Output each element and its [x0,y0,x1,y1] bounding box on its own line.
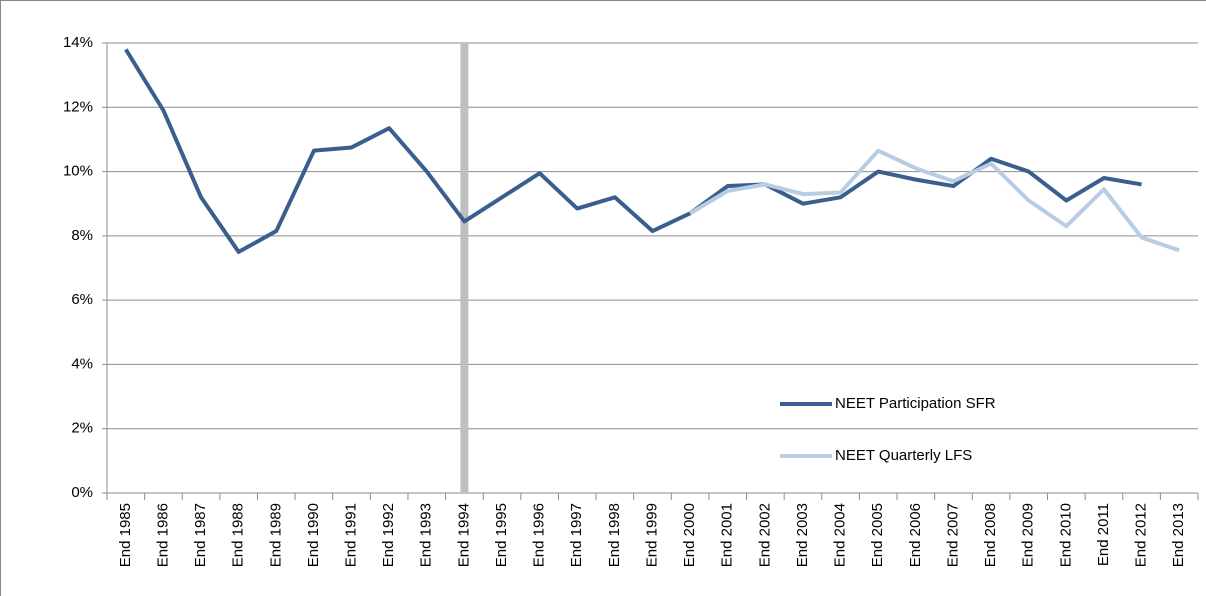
x-tick-label: End 1989 [267,503,284,567]
x-tick-label: End 2001 [719,503,736,567]
legend-label: NEET Participation SFR [835,395,996,412]
y-tick-label: 14% [63,34,93,51]
x-tick-label: End 2007 [944,503,961,567]
x-tick-label: End 1997 [568,503,585,567]
x-tick-label: End 2004 [832,503,849,567]
x-tick-label: End 1999 [643,503,660,567]
x-tick-label: End 1992 [380,503,397,567]
x-tick-label: End 1998 [606,503,623,567]
x-tick-label: End 2011 [1095,503,1112,566]
x-tick-label: End 1991 [343,503,360,567]
x-tick-label: End 2002 [756,503,773,567]
x-tick-label: End 2006 [907,503,924,567]
x-tick-label: End 1993 [418,503,435,567]
y-tick-label: 4% [71,355,93,372]
x-tick-label: End 1994 [455,503,472,567]
x-tick-label: End 2012 [1133,503,1150,567]
x-tick-label: End 2005 [869,503,886,567]
y-tick-label: 2% [71,420,93,437]
y-tick-label: 0% [71,484,93,501]
y-tick-label: 6% [71,291,93,308]
y-tick-label: 8% [71,227,93,244]
x-tick-label: End 1990 [305,503,322,567]
x-tick-label: End 2009 [1020,503,1037,567]
y-tick-label: 12% [63,98,93,115]
x-tick-label: End 1996 [531,503,548,567]
x-tick-label: End 2008 [982,503,999,567]
y-tick-label: 10% [63,163,93,180]
x-tick-label: End 1987 [192,503,209,567]
x-tick-label: End 1986 [154,503,171,567]
x-tick-label: End 1995 [493,503,510,567]
reference-line [460,43,469,493]
x-tick-label: End 2013 [1170,503,1187,567]
x-tick-label: End 1988 [230,503,247,567]
x-tick-label: End 2000 [681,503,698,567]
legend-label: NEET Quarterly LFS [835,447,972,464]
line-series [689,148,1180,253]
x-tick-label: End 2010 [1057,503,1074,567]
x-tick-label: End 2003 [794,503,811,567]
x-tick-label: End 1985 [117,503,134,567]
line-series [124,48,1142,254]
